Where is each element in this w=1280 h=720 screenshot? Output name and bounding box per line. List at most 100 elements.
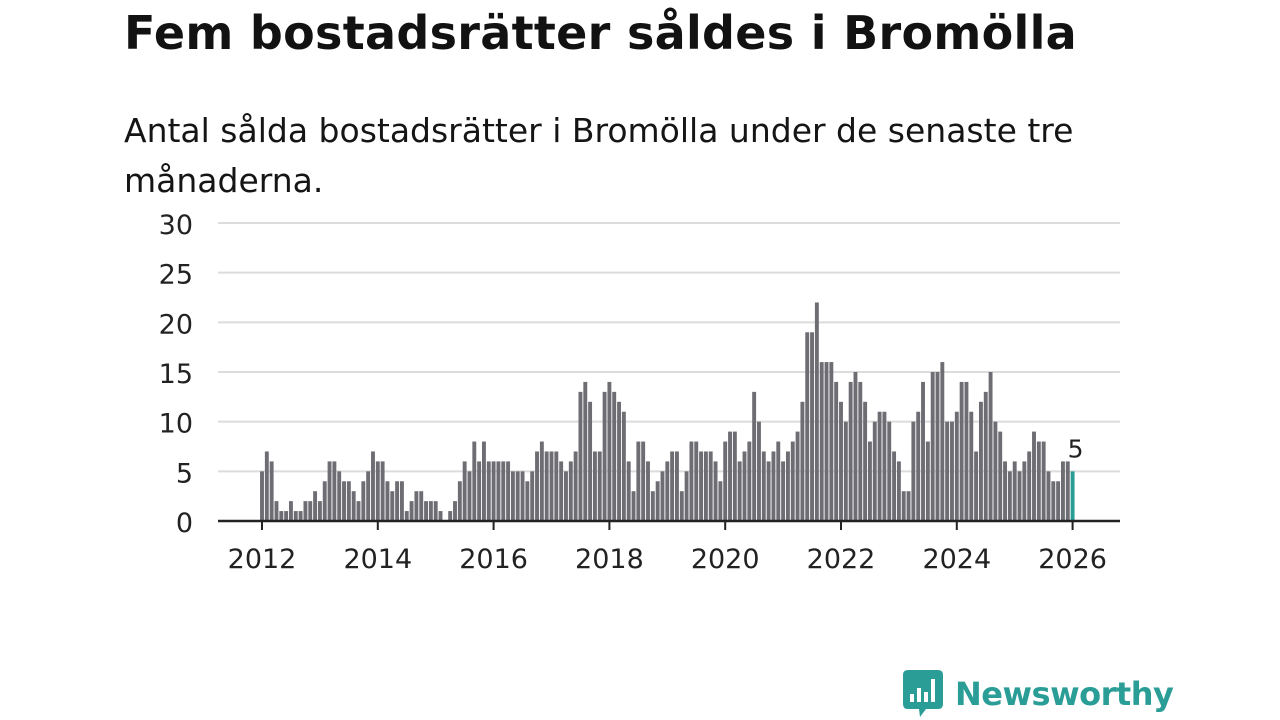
bar xyxy=(486,461,491,521)
bar xyxy=(264,451,269,521)
bar xyxy=(1041,441,1046,521)
bar xyxy=(592,451,597,521)
x-tick-label: 2016 xyxy=(459,544,528,575)
bar xyxy=(742,451,747,521)
bar xyxy=(1007,471,1012,521)
bar xyxy=(747,441,752,521)
bar xyxy=(636,441,641,521)
bar xyxy=(433,501,438,521)
bar xyxy=(752,391,757,521)
newsworthy-logo-icon xyxy=(903,670,943,717)
x-axis-labels: 2012 2014 2016 2018 2020 2022 2024 2026 xyxy=(228,521,1107,575)
bar xyxy=(260,471,264,521)
bar xyxy=(322,481,327,521)
bar xyxy=(761,451,766,521)
bar xyxy=(868,441,872,521)
bar xyxy=(621,411,626,521)
bar xyxy=(482,441,486,521)
bar xyxy=(906,491,911,521)
bar xyxy=(940,362,945,521)
bar xyxy=(829,362,834,521)
bar xyxy=(515,471,520,521)
bar xyxy=(588,401,593,521)
bar xyxy=(670,451,675,521)
bar xyxy=(834,381,839,521)
bar xyxy=(453,501,457,521)
bar xyxy=(356,501,361,521)
bar xyxy=(983,391,988,521)
bar xyxy=(573,451,578,521)
y-tick-label: 25 xyxy=(159,260,193,291)
bar xyxy=(385,481,390,521)
bar xyxy=(1051,481,1056,521)
bar xyxy=(757,421,761,521)
bar xyxy=(525,481,530,521)
bar xyxy=(380,461,385,521)
bar xyxy=(1027,451,1032,521)
bar xyxy=(496,461,501,521)
bar xyxy=(843,421,848,521)
bar xyxy=(404,511,409,521)
bar xyxy=(684,471,689,521)
bar xyxy=(911,421,916,521)
y-tick-label: 20 xyxy=(159,309,193,340)
bar xyxy=(877,411,882,521)
x-tick-label: 2024 xyxy=(922,544,991,575)
bar xyxy=(848,381,853,521)
brand-name: Newsworthy xyxy=(955,675,1174,713)
bar xyxy=(559,461,564,521)
bar xyxy=(819,362,824,521)
y-tick-label: 15 xyxy=(159,359,193,390)
bar xyxy=(699,451,704,521)
bar xyxy=(617,401,621,521)
bar xyxy=(303,501,308,521)
bar xyxy=(390,491,395,521)
bar xyxy=(342,481,346,521)
bar xyxy=(824,362,829,521)
bar xyxy=(795,431,800,521)
bar xyxy=(539,441,544,521)
newsworthy-brand: Newsworthy xyxy=(903,670,1174,718)
bar xyxy=(317,501,322,521)
bar xyxy=(993,421,998,521)
bar xyxy=(279,511,284,521)
bar xyxy=(959,381,964,521)
bar xyxy=(660,471,665,521)
bar xyxy=(472,441,477,521)
bar xyxy=(269,461,274,521)
bar xyxy=(896,461,901,521)
y-tick-label: 5 xyxy=(176,458,193,489)
y-tick-label: 30 xyxy=(159,210,193,241)
bar xyxy=(1012,461,1017,521)
bar xyxy=(781,461,786,521)
bar xyxy=(399,481,404,521)
bar xyxy=(954,411,959,521)
bar xyxy=(1017,471,1022,521)
y-axis-labels: 0 5 10 15 20 25 30 xyxy=(159,210,193,539)
x-tick-label: 2026 xyxy=(1038,544,1107,575)
bar xyxy=(462,461,467,521)
bar xyxy=(298,511,303,521)
bar xyxy=(853,372,858,521)
bar xyxy=(679,491,684,521)
bar xyxy=(274,501,279,521)
bar xyxy=(419,491,424,521)
bar xyxy=(1022,461,1027,521)
bar xyxy=(728,431,732,521)
bar xyxy=(974,451,979,521)
bar xyxy=(776,441,781,521)
bar xyxy=(1061,461,1065,521)
bar xyxy=(510,471,515,521)
bar xyxy=(395,481,400,521)
bar xyxy=(351,491,356,521)
bar xyxy=(839,401,843,521)
bar xyxy=(457,481,462,521)
bar xyxy=(284,511,289,521)
bar xyxy=(293,511,298,521)
bar xyxy=(602,391,607,521)
bar xyxy=(785,451,790,521)
bar xyxy=(626,461,631,521)
bar xyxy=(945,421,950,521)
bar xyxy=(694,441,699,521)
